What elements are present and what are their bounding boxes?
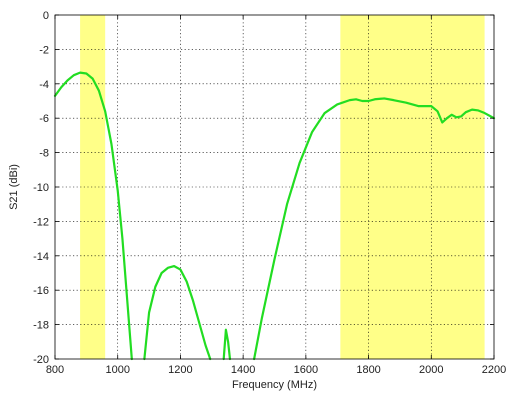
axis-ticks: 800 1000 1200 1400 1600 1800 2000 2200 0 -2 -4 -6 -8… bbox=[33, 10, 506, 376]
y-tick-label: -12 bbox=[33, 216, 49, 228]
x-axis-label: Frequency (MHz) bbox=[232, 379, 317, 391]
y-tick-label: -8 bbox=[39, 148, 49, 160]
y-tick-label: -4 bbox=[39, 79, 49, 91]
x-tick-label: 2200 bbox=[482, 364, 506, 376]
y-tick-label: -18 bbox=[33, 320, 49, 332]
x-tick-label: 1600 bbox=[294, 364, 318, 376]
y-tick-label: -20 bbox=[33, 354, 49, 366]
x-tick-label: 1400 bbox=[231, 364, 255, 376]
y-tick-label: -6 bbox=[39, 113, 49, 125]
y-tick-label: -2 bbox=[39, 44, 49, 56]
y-axis-label: S21 (dBi) bbox=[8, 164, 20, 210]
series-line-segment-2 bbox=[143, 265, 212, 361]
series-line-segment-3 bbox=[222, 328, 232, 361]
series-layer bbox=[53, 71, 496, 361]
series-line-segment-4 bbox=[253, 97, 496, 361]
y-tick-label: -10 bbox=[33, 182, 49, 194]
y-tick-label: -16 bbox=[33, 285, 49, 297]
series-line-segment-1 bbox=[53, 71, 133, 361]
x-tick-label: 1000 bbox=[105, 364, 129, 376]
y-tick-label: -14 bbox=[33, 251, 49, 263]
x-tick-label: 1800 bbox=[356, 364, 380, 376]
x-tick-label: 1200 bbox=[168, 364, 192, 376]
x-tick-label: 2000 bbox=[419, 364, 443, 376]
x-tick-label: 800 bbox=[46, 364, 64, 376]
y-tick-label: 0 bbox=[43, 10, 49, 22]
